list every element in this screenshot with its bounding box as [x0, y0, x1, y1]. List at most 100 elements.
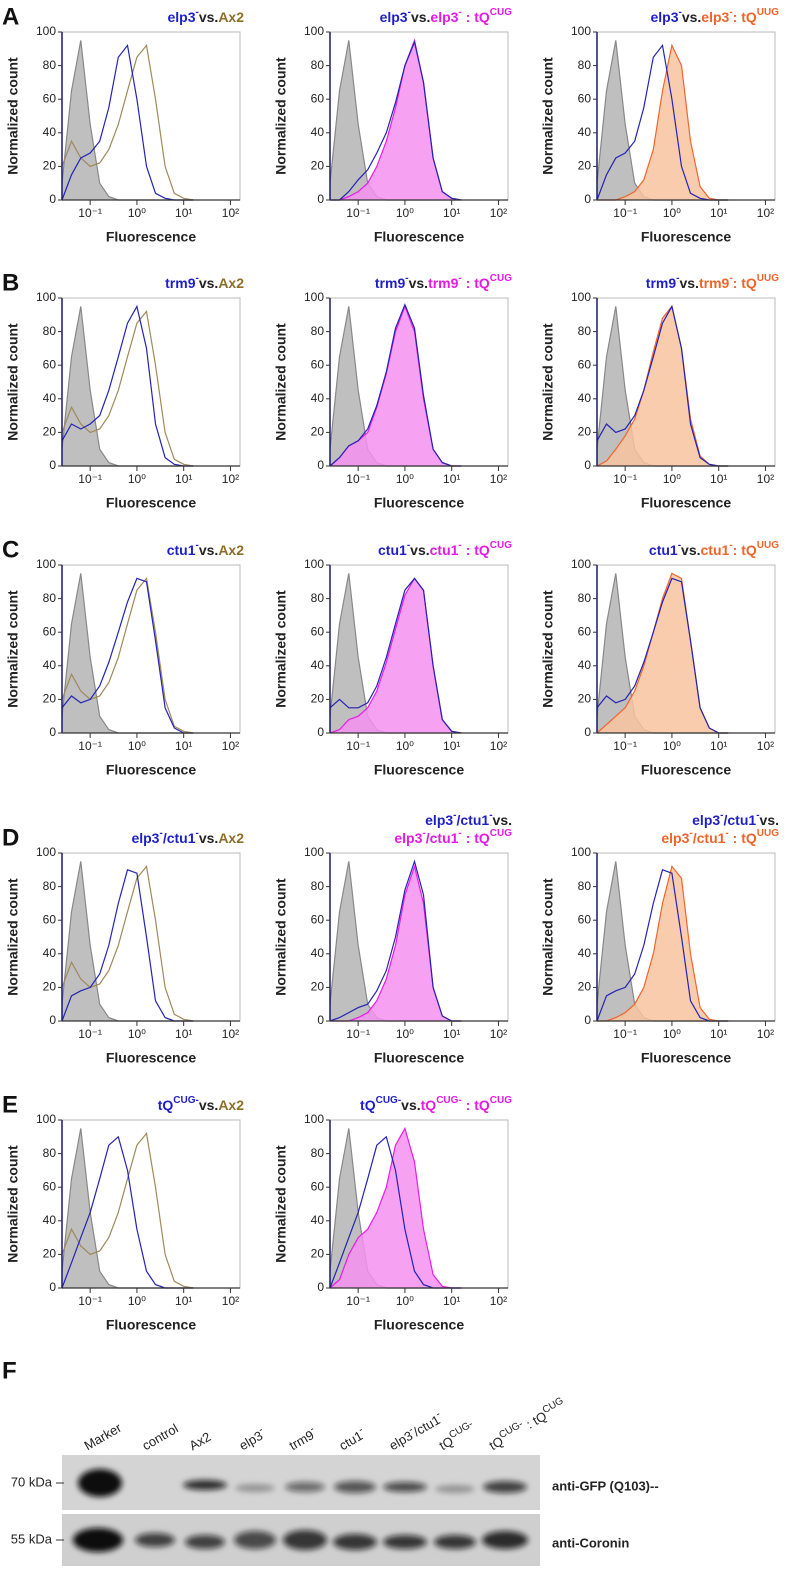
y-tick-label: 60	[578, 357, 592, 371]
x-tick-label: 10⁻¹	[78, 1294, 102, 1308]
x-tick-label: 10⁻¹	[613, 472, 637, 486]
text-part: vs.	[681, 542, 700, 558]
y-axis-label: Normalized count	[540, 590, 556, 708]
y-tick-label: 80	[311, 58, 325, 72]
band	[183, 1480, 227, 1490]
text-part: -	[756, 810, 759, 821]
x-axis-label: Fluorescence	[106, 1050, 196, 1066]
y-tick-label: 100	[571, 845, 591, 859]
y-axis-label: Normalized count	[273, 323, 289, 441]
y-tick-label: 40	[43, 391, 57, 405]
y-tick-label: 40	[311, 946, 325, 960]
x-tick-label: 10²	[490, 472, 507, 486]
histogram-line	[596, 577, 729, 734]
band	[383, 1535, 427, 1549]
band	[383, 1482, 427, 1492]
y-axis-label: Normalized count	[5, 590, 21, 708]
x-tick-label: 10⁰	[663, 739, 681, 753]
x-tick-label: 10²	[222, 739, 239, 753]
y-axis-label: Normalized count	[273, 1145, 289, 1263]
band	[435, 1485, 475, 1493]
y-tick-label: 0	[317, 1013, 324, 1027]
text-part: -	[678, 7, 681, 18]
y-tick-label: 40	[578, 946, 592, 960]
rich-text: elp3-/ctu1- : tQUUG	[661, 828, 779, 846]
text-part: CUG	[490, 540, 512, 551]
text-part: Ax2	[218, 9, 244, 25]
x-tick-label: 10¹	[443, 1027, 460, 1041]
text-part: -	[458, 540, 461, 551]
text-part: -	[725, 828, 728, 839]
text-part: elp3	[131, 830, 159, 846]
y-tick-label: 60	[311, 624, 325, 638]
y-tick-label: 100	[36, 24, 56, 38]
text-part: CUG-	[173, 1095, 199, 1106]
x-tick-label: 10²	[757, 472, 774, 486]
x-tick-label: 10²	[490, 1294, 507, 1308]
y-axis-label: Normalized count	[5, 57, 21, 175]
text-part: ctu1	[378, 542, 407, 558]
text-part: trm9	[646, 275, 677, 291]
x-axis-label: Fluorescence	[641, 495, 731, 511]
text-part: vs.	[199, 830, 218, 846]
text-part: Ax2	[218, 275, 244, 291]
y-tick-label: 60	[43, 357, 57, 371]
antibody-label: anti-GFP (Q103)--	[552, 1478, 659, 1493]
text-part: -	[196, 7, 199, 18]
text-part: tQ	[437, 1434, 456, 1454]
x-tick-label: 10⁰	[396, 206, 414, 220]
y-tick-label: 100	[571, 24, 591, 38]
x-tick-label: 10¹	[443, 472, 460, 486]
text-part: CUG-	[436, 1095, 462, 1106]
y-tick-label: 0	[584, 458, 591, 472]
text-part: vs.	[199, 9, 218, 25]
y-tick-label: 20	[578, 692, 592, 706]
y-tick-label: 0	[49, 725, 56, 739]
y-tick-label: 100	[304, 290, 324, 304]
x-tick-label: 10²	[490, 1027, 507, 1041]
text-part: : tQ	[729, 830, 757, 846]
y-tick-label: 0	[317, 1280, 324, 1294]
x-tick-label: 10⁻¹	[346, 472, 370, 486]
text-part: ctu1	[649, 542, 678, 558]
x-tick-label: 10⁻¹	[346, 1294, 370, 1308]
x-axis-label: Fluorescence	[374, 1317, 464, 1333]
area-fill	[597, 40, 729, 201]
text-part: vs.	[682, 9, 701, 25]
text-part: tQ	[158, 1097, 174, 1113]
y-tick-label: 80	[578, 591, 592, 605]
area-fill	[597, 573, 729, 733]
y-axis-label: Normalized count	[273, 878, 289, 996]
text-part: -	[720, 810, 723, 821]
y-tick-label: 40	[43, 658, 57, 672]
histogram-line	[596, 869, 729, 1022]
y-tick-label: 100	[304, 845, 324, 859]
x-tick-label: 10⁰	[663, 1027, 681, 1041]
y-tick-label: 80	[311, 879, 325, 893]
y-axis-label: Normalized count	[540, 878, 556, 996]
x-tick-label: 10⁰	[128, 1294, 146, 1308]
histogram-line	[61, 1131, 194, 1289]
x-tick-label: 10⁰	[663, 472, 681, 486]
y-tick-label: 80	[43, 879, 57, 893]
y-tick-label: 60	[43, 912, 57, 926]
y-tick-label: 20	[578, 159, 592, 173]
text-part: -	[196, 828, 199, 839]
y-tick-label: 0	[317, 458, 324, 472]
text-part: -	[458, 828, 461, 839]
rich-text: tQCUG- : tQCUG	[485, 1395, 569, 1454]
y-tick-label: 100	[36, 290, 56, 304]
histogram-line	[597, 43, 729, 201]
text-part: ctu1	[430, 542, 459, 558]
text-part: vs.	[411, 9, 430, 25]
text-part: control	[140, 1421, 181, 1454]
text-part: tQ	[487, 1434, 506, 1454]
text-part: elp3	[650, 9, 678, 25]
x-tick-label: 10⁻¹	[346, 739, 370, 753]
histogram-line	[61, 304, 194, 467]
text-part: Ax2	[218, 830, 244, 846]
text-part: vs.	[410, 542, 429, 558]
x-tick-label: 10⁻¹	[613, 1027, 637, 1041]
text-part: Ax2	[218, 542, 244, 558]
x-tick-label: 10¹	[443, 1294, 460, 1308]
